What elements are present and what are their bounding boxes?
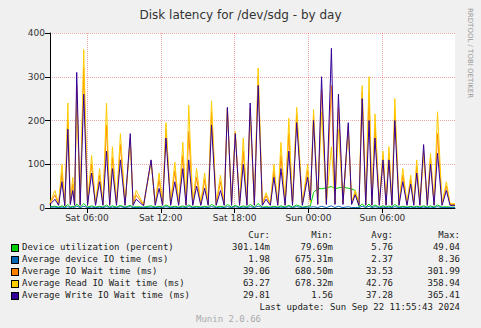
svg-text:Sun 06:00: Sun 06:00: [359, 213, 405, 223]
svg-text:Sun 00:00: Sun 00:00: [286, 213, 332, 223]
html-text:33.53: 33.53: [365, 266, 393, 276]
svg-text:100: 100: [28, 159, 45, 169]
html-text:29.81: 29.81: [242, 290, 270, 300]
html-text:Min:: Min:: [311, 230, 333, 240]
html-text:39.06: 39.06: [242, 266, 270, 276]
html-text:8.36: 8.36: [438, 254, 460, 264]
html-text:Avg:: Avg:: [371, 230, 393, 240]
html-text:Average device IO time (ms): Average device IO time (ms): [22, 254, 169, 264]
html-text:675.31m: 675.31m: [295, 254, 333, 264]
svg-text:Sat 06:00: Sat 06:00: [65, 213, 109, 223]
html-text:678.32m: 678.32m: [295, 278, 333, 288]
svg-text:Sat 12:00: Sat 12:00: [139, 213, 183, 223]
html-text:63.27: 63.27: [242, 278, 270, 288]
svg-text:Sat 18:00: Sat 18:00: [213, 213, 257, 223]
html-text:79.69m: 79.69m: [300, 242, 333, 252]
html-text:301.14m: 301.14m: [232, 242, 270, 252]
html-text:Average Read IO Wait time (ms): Average Read IO Wait time (ms): [22, 278, 185, 288]
html-text:Average Write IO Wait time (ms: Average Write IO Wait time (ms): [22, 290, 190, 300]
svg-text:0: 0: [39, 203, 45, 213]
html-text:Cur:: Cur:: [248, 230, 270, 240]
html-text:Device utilization (percent): Device utilization (percent): [22, 242, 174, 252]
html-text:Munin 2.0.66: Munin 2.0.66: [196, 314, 261, 324]
html-text:365.41: 365.41: [427, 290, 460, 300]
html-text:2.37: 2.37: [371, 254, 393, 264]
html-text:1.98: 1.98: [248, 254, 270, 264]
svg-text:Disk latency for /dev/sdg - by: Disk latency for /dev/sdg - by day: [139, 8, 341, 22]
html-text:Last update: Sun Sep 22 11:55:: Last update: Sun Sep 22 11:55:43 2024: [259, 302, 460, 312]
svg-text:200: 200: [28, 116, 45, 126]
html-text:Average IO Wait time (ms): Average IO Wait time (ms): [22, 266, 158, 276]
svg-text:RRDTOOL / TOBI OETIKER: RRDTOOL / TOBI OETIKER: [466, 8, 474, 98]
html-text:37.28: 37.28: [365, 290, 393, 300]
svg-text:400: 400: [28, 28, 45, 38]
html-text:358.94: 358.94: [427, 278, 460, 288]
html-text:301.99: 301.99: [427, 266, 460, 276]
html-text:1.56: 1.56: [311, 290, 333, 300]
html-text:49.04: 49.04: [432, 242, 460, 252]
html-text:Max:: Max:: [438, 230, 460, 240]
html-text:5.76: 5.76: [371, 242, 393, 252]
html-text:42.76: 42.76: [365, 278, 393, 288]
html-text:680.50m: 680.50m: [295, 266, 333, 276]
svg-text:300: 300: [28, 72, 45, 82]
